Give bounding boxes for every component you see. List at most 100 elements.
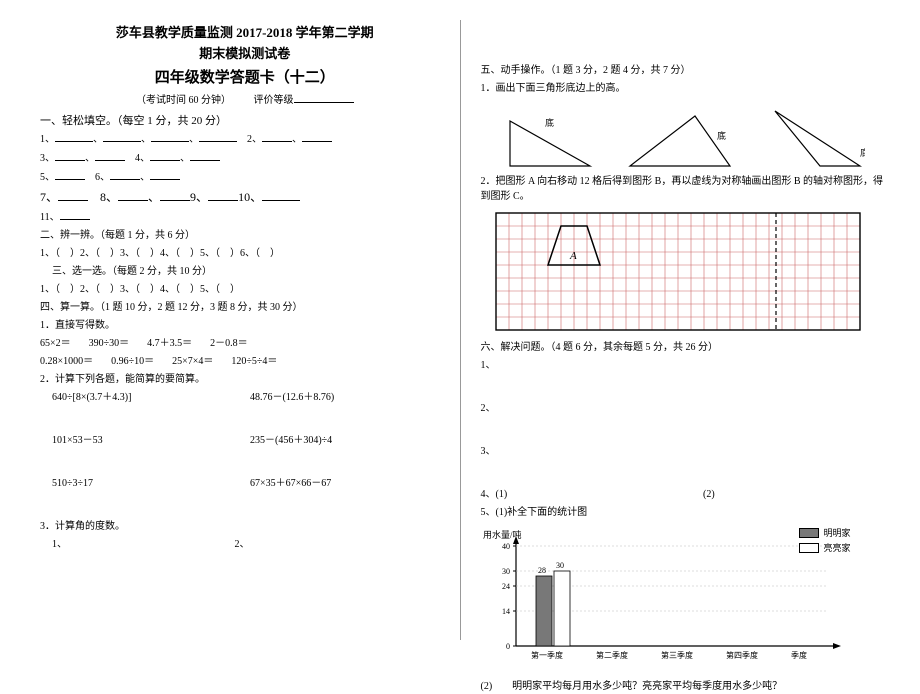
fill-row-2: 3、、 4、、: [40, 150, 450, 166]
blank[interactable]: [103, 131, 141, 142]
svg-text:季度: 季度: [791, 650, 807, 660]
s5-p2: 2．把图形 A 向右移动 12 格后得到图形 B，再以虚线为对称轴画出图形 B …: [481, 174, 891, 204]
svg-text:24: 24: [502, 582, 510, 591]
expr-e: 510÷3÷17: [52, 476, 232, 491]
q4: 4、(1) (2): [481, 487, 891, 502]
triangle-2: 底: [625, 111, 735, 171]
s4-p2: 2．计算下列各题，能简算的要简算。: [40, 372, 450, 387]
legend-box-b: [799, 543, 819, 553]
blank[interactable]: [55, 169, 85, 180]
s5-p1: 1．画出下面三角形底边上的高。: [481, 81, 891, 96]
header-line-1: 莎车县教学质量监测 2017-2018 学年第二学期: [40, 22, 450, 41]
fill-row-4: 7、 8、、9、10、: [40, 188, 450, 206]
chart-legend: 明明家 亮亮家: [799, 526, 850, 556]
grade-blank[interactable]: [294, 92, 354, 103]
grid-area: A: [495, 212, 875, 332]
expr-a: 640÷[8×(3.7＋4.3)]: [52, 390, 232, 405]
base-label-3: 底: [860, 147, 865, 158]
exam-info: （考试时间 60 分钟） 评价等级: [40, 91, 450, 106]
expr-c: 101×53－53: [52, 433, 232, 448]
triangle-3: 底: [765, 106, 865, 171]
svg-text:第二季度: 第二季度: [596, 650, 628, 660]
header-line-3: 四年级数学答题卡（十二）: [40, 66, 450, 87]
angle-2: 2、: [235, 539, 250, 550]
legend-b-label: 亮亮家: [823, 541, 850, 554]
q1: 1、: [481, 358, 891, 373]
q4-1: 4、(1): [481, 487, 701, 502]
choice-row: 1、（ ）2、（ ）3、（ ）4、（ ）5、（ ）: [40, 282, 450, 297]
blank[interactable]: [55, 131, 93, 142]
blank[interactable]: [262, 131, 292, 142]
svg-text:A: A: [569, 250, 577, 262]
expr-f: 67×35＋67×66－67: [250, 476, 331, 491]
s4-p1: 1．直接写得数。: [40, 318, 450, 333]
legend-box-a: [799, 528, 819, 538]
calc-d: 2－0.8＝: [210, 336, 248, 351]
section-2-title: 二、辨一辨。（每题 1 分，共 6 分）: [40, 228, 450, 243]
calc-row-2: 0.28×1000＝ 0.96÷10＝ 25×7×4＝ 120÷5÷4＝: [40, 354, 450, 369]
calc-g: 25×7×4＝: [172, 354, 213, 369]
header-line-2: 期末模拟测试卷: [40, 43, 450, 62]
svg-text:第一季度: 第一季度: [531, 650, 563, 660]
legend-b: 亮亮家: [799, 541, 850, 554]
blank[interactable]: [160, 190, 190, 201]
section-1-title: 一、轻松填空。（每空 1 分，共 20 分）: [40, 112, 450, 128]
svg-text:14: 14: [502, 607, 510, 616]
q5-2: (2) 明明家平均每月用水多少吨？亮亮家平均每季度用水多少吨？: [481, 679, 891, 694]
blank[interactable]: [95, 150, 125, 161]
calc-f: 0.96÷10＝: [111, 354, 154, 369]
section-5-title: 五、动手操作。（1 题 3 分，2 题 4 分，共 7 分）: [481, 63, 891, 78]
q5-1: 5、(1)补全下面的统计图: [481, 505, 891, 520]
svg-text:30: 30: [502, 567, 510, 576]
blank[interactable]: [190, 150, 220, 161]
q3: 3、: [481, 444, 891, 459]
blank[interactable]: [110, 169, 140, 180]
calc-row-1: 65×2＝ 390÷30＝ 4.7＋3.5＝ 2－0.8＝: [40, 336, 450, 351]
q2: 2、: [481, 401, 891, 416]
blank[interactable]: [60, 209, 90, 220]
angle-row: 1、 2、: [40, 537, 450, 552]
blank[interactable]: [151, 131, 189, 142]
calc-e: 0.28×1000＝: [40, 354, 93, 369]
blank[interactable]: [150, 169, 180, 180]
expr-row-1: 640÷[8×(3.7＋4.3)] 48.76－(12.6＋8.76): [40, 390, 450, 405]
bar-chart: 明明家 亮亮家 用水量/吨0142430402830第一季度第二季度第三季度第四…: [481, 526, 861, 676]
expr-d: 235－(456＋304)÷4: [250, 433, 332, 448]
triangle-1: 底: [505, 116, 595, 171]
calc-a: 65×2＝: [40, 336, 71, 351]
fill-row-1: 1、、、、 2、、: [40, 131, 450, 147]
svg-text:第四季度: 第四季度: [726, 650, 758, 660]
worksheet-page: 莎车县教学质量监测 2017-2018 学年第二学期 期末模拟测试卷 四年级数学…: [0, 0, 920, 650]
triangle-row: 底 底 底: [481, 106, 891, 171]
section-3-title: 三、选一选。（每题 2 分，共 10 分）: [40, 264, 450, 279]
angle-1: 1、: [52, 537, 232, 552]
section-4-title: 四、算一算。（1 题 10 分，2 题 12 分，3 题 8 分，共 30 分）: [40, 300, 450, 315]
expr-row-3: 510÷3÷17 67×35＋67×66－67: [40, 476, 450, 491]
expr-row-2: 101×53－53 235－(456＋304)÷4: [40, 433, 450, 448]
right-column: 五、动手操作。（1 题 3 分，2 题 4 分，共 7 分） 1．画出下面三角形…: [460, 20, 891, 640]
calc-c: 4.7＋3.5＝: [147, 336, 192, 351]
exam-time: （考试时间 60 分钟）: [136, 95, 231, 106]
blank[interactable]: [199, 131, 237, 142]
blank[interactable]: [262, 190, 300, 201]
calc-b: 390÷30＝: [89, 336, 130, 351]
grade-label: 评价等级: [254, 95, 294, 106]
blank[interactable]: [58, 190, 88, 201]
blank[interactable]: [302, 131, 332, 142]
svg-text:第三季度: 第三季度: [661, 650, 693, 660]
q4-2: (2): [703, 489, 715, 500]
fill-row-3: 5、 6、、: [40, 169, 450, 185]
svg-text:28: 28: [538, 566, 546, 575]
base-label-1: 底: [545, 117, 554, 128]
judge-row: 1、（ ）2、（ ）3、（ ）4、（ ）5、（ ）6、（ ）: [40, 246, 450, 261]
blank[interactable]: [55, 150, 85, 161]
svg-text:30: 30: [556, 561, 564, 570]
s4-p3: 3．计算角的度数。: [40, 519, 450, 534]
calc-h: 120÷5÷4＝: [231, 354, 277, 369]
blank[interactable]: [150, 150, 180, 161]
blank[interactable]: [208, 190, 238, 201]
legend-a-label: 明明家: [823, 526, 850, 539]
section-6-title: 六、解决问题。（4 题 6 分，其余每题 5 分，共 26 分）: [481, 340, 891, 355]
blank[interactable]: [118, 190, 148, 201]
fill-row-5: 11、: [40, 209, 450, 225]
